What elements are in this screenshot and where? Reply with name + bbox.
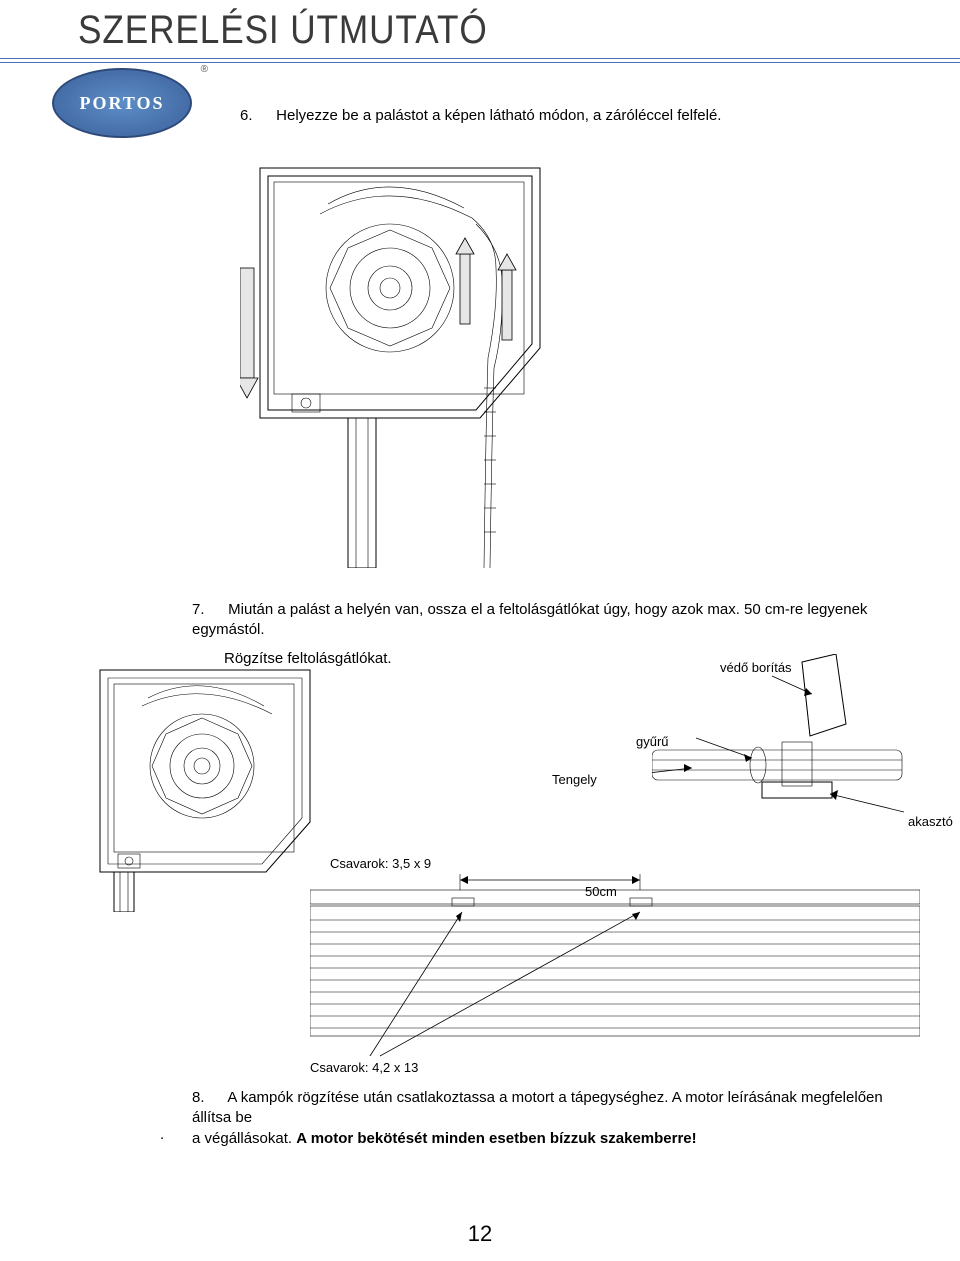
step-8-line1: A kampók rögzítése után csatlakoztassa a… [192, 1089, 883, 1126]
label-akaszto: akasztó [908, 814, 953, 829]
label-tengely: Tengely [552, 772, 597, 787]
rule-top-1 [0, 58, 960, 59]
step-6: 6. Helyezze be a palástot a képen láthat… [240, 106, 880, 126]
step-8-line2: a végállásokat. [192, 1130, 292, 1147]
label-csavarok1: Csavarok: 3,5 x 9 [330, 856, 431, 871]
step-8: 8. A kampók rögzítése után csatlakoztass… [192, 1088, 892, 1149]
step-7-num: 7. [192, 600, 224, 620]
step-7-line1: Miután a palást a helyén van, ossza el a… [192, 601, 867, 638]
step-8-bold: A motor bekötését minden esetben bízzuk … [296, 1130, 696, 1147]
registered-icon: ® [201, 64, 208, 75]
step-6-num: 6. [240, 106, 272, 126]
logo-text: PORTOS [79, 93, 164, 114]
label-50cm: 50cm [585, 884, 617, 899]
label-vedoboritas: védő borítás [720, 660, 792, 675]
figure-step6 [240, 158, 570, 568]
brand-logo: PORTOS ® [52, 68, 202, 146]
doc-title: SZERELÉSI ÚTMUTATÓ [78, 8, 488, 53]
step-6-text: Helyezze be a palástot a képen látható m… [276, 107, 721, 124]
label-csavarok2: Csavarok: 4,2 x 13 [310, 1060, 418, 1075]
step-8-num: 8. [192, 1088, 224, 1108]
logo-ellipse: PORTOS [52, 68, 192, 138]
figure-step7-box [90, 662, 330, 912]
label-gyuru: gyűrű [636, 734, 669, 749]
rule-top-2 [0, 62, 960, 63]
page-number: 12 [0, 1221, 960, 1247]
trailing-period: . [160, 1126, 164, 1143]
figure-step7-shaft [652, 654, 922, 834]
